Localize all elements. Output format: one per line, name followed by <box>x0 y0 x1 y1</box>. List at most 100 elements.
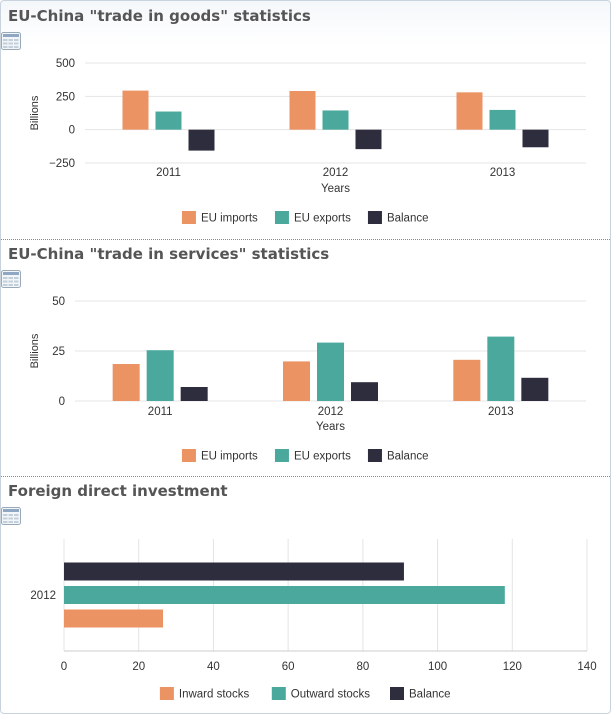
legend-swatch <box>367 449 382 462</box>
icon-cell <box>3 517 8 520</box>
bar-eu-exports <box>317 342 344 401</box>
y-tick-label: 0 <box>69 125 75 137</box>
table-view-icon[interactable] <box>1 270 21 288</box>
legend-item[interactable]: EU imports <box>181 449 258 463</box>
legend-item[interactable]: Balance <box>367 211 429 225</box>
legend-swatch <box>274 449 289 462</box>
x-tick-label: 60 <box>282 661 295 673</box>
bar-balance <box>522 129 549 148</box>
legend-label: Inward stocks <box>179 689 250 701</box>
legend-label: Balance <box>387 451 429 463</box>
icon-cell <box>8 514 13 516</box>
icon-cell <box>8 280 13 283</box>
legend-item[interactable]: EU imports <box>181 211 258 225</box>
bar-balance <box>188 129 215 151</box>
icon-cell <box>8 517 13 520</box>
bar-eu-imports <box>289 91 316 130</box>
legend-item[interactable]: EU exports <box>274 449 351 463</box>
legend-swatch <box>181 211 196 224</box>
x-axis-label: Years <box>321 183 350 195</box>
bar-balance <box>521 377 549 401</box>
icon-header <box>3 272 19 275</box>
icon-cell <box>14 39 19 41</box>
icon-cell <box>14 514 19 516</box>
icon-cell <box>14 46 19 48</box>
goods-panel: EU-China "trade in goods" statistics 500… <box>1 1 610 239</box>
legend-label: Balance <box>409 689 451 701</box>
x-tick-label: 20 <box>132 661 145 673</box>
y-tick-label: 25 <box>52 346 65 358</box>
legend-item[interactable]: Balance <box>390 687 451 701</box>
bar-balance <box>351 382 378 401</box>
icon-header <box>3 509 19 512</box>
icon-cell <box>14 42 19 45</box>
panel-divider <box>1 476 610 477</box>
goods-chart-title: EU-China "trade in goods" statistics <box>8 7 311 25</box>
fdi-panel: Foreign direct investment 0 20 40 60 80 100 12… <box>1 476 610 713</box>
bar-eu-exports <box>322 110 349 130</box>
y-axis-label: Billions <box>29 333 41 368</box>
x-tick-label: 2012 <box>318 406 344 418</box>
bar-balance <box>180 387 208 401</box>
legend-item[interactable]: Outward stocks <box>271 687 370 701</box>
icon-cell <box>8 42 13 45</box>
bar-eu-imports <box>112 364 140 401</box>
x-tick-label: 120 <box>503 661 522 673</box>
services-chart: 50 25 0 Billions 2011 2012 2013 Years EU imports… <box>29 296 586 463</box>
icon-cell <box>3 280 8 283</box>
icon-cell <box>14 280 19 283</box>
icon-cell <box>14 517 19 520</box>
bar-balance <box>355 129 382 150</box>
icon-cell <box>3 277 8 279</box>
y-tick-label: 2012 <box>30 590 56 602</box>
bar-eu-imports <box>453 359 481 401</box>
legend-swatch <box>390 687 404 700</box>
legend-label: Balance <box>387 213 429 225</box>
icon-cell <box>8 277 13 279</box>
y-axis-label: Billions <box>29 95 41 130</box>
y-tick-label: 250 <box>56 91 75 103</box>
bar-eu-exports <box>489 109 516 130</box>
legend-label: Outward stocks <box>291 689 370 701</box>
x-tick-label: 2013 <box>488 406 514 418</box>
fdi-chart: 0 20 40 60 80 100 120 140 2012 Inward stocks Outwa… <box>30 539 597 701</box>
services-panel: EU-China "trade in services" statistics … <box>1 239 610 476</box>
icon-cell <box>3 284 8 286</box>
y-tick-label: 0 <box>59 396 65 408</box>
legend-label: EU exports <box>294 451 351 463</box>
icon-cell <box>8 284 13 286</box>
x-tick-label: 140 <box>577 661 596 673</box>
panel-divider <box>1 713 610 714</box>
fdi-chart-title: Foreign direct investment <box>8 482 228 500</box>
x-tick-label: 80 <box>356 661 369 673</box>
icon-cell <box>14 277 19 279</box>
icon-cell <box>8 521 13 523</box>
panel-divider <box>1 239 610 240</box>
bar-eu-imports <box>122 90 149 130</box>
services-chart-title: EU-China "trade in services" statistics <box>8 245 330 263</box>
legend-item[interactable]: Inward stocks <box>159 687 250 701</box>
bar-eu-exports <box>146 350 174 401</box>
legend-swatch <box>181 449 196 462</box>
legend-item[interactable]: EU exports <box>274 211 351 225</box>
x-tick-label: 2011 <box>156 167 181 179</box>
icon-cell <box>3 521 8 523</box>
icon-cell <box>3 514 8 516</box>
legend-swatch <box>367 211 382 224</box>
legend-item[interactable]: Balance <box>367 449 429 463</box>
legend-label: EU imports <box>201 451 258 463</box>
table-view-icon[interactable] <box>1 507 21 525</box>
x-tick-label: 0 <box>61 661 67 673</box>
icon-cell <box>3 42 8 45</box>
x-tick-label: 2013 <box>490 167 516 179</box>
icon-cell <box>14 284 19 286</box>
y-tick-label: −250 <box>49 158 75 170</box>
icon-cell <box>14 521 19 523</box>
icon-header <box>3 34 19 37</box>
y-tick-label: 50 <box>52 296 65 308</box>
legend-swatch <box>159 687 174 700</box>
legend-label: EU imports <box>201 213 258 225</box>
table-view-icon[interactable] <box>1 32 21 50</box>
bar-outward-stocks <box>64 586 505 604</box>
